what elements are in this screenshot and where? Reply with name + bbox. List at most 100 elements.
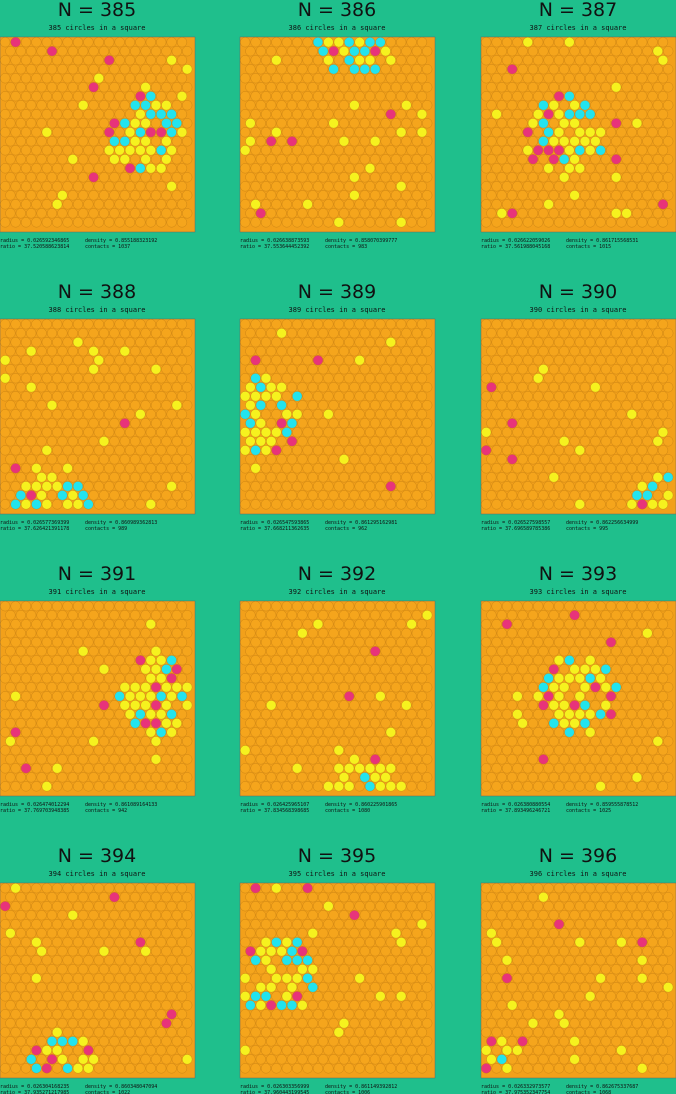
- packed-circle: [637, 991, 648, 1002]
- packed-circle: [579, 982, 591, 993]
- packed-circle: [590, 754, 601, 765]
- packed-circle: [312, 991, 324, 1002]
- packed-circle: [406, 991, 417, 1002]
- packed-circle: [240, 619, 251, 630]
- packed-circle: [569, 154, 580, 165]
- packed-circle: [46, 1054, 58, 1065]
- packed-circle: [574, 109, 585, 120]
- ratio-stat: ratio = 37.696589785386: [481, 526, 550, 532]
- packed-circle: [250, 109, 261, 120]
- packed-circle: [52, 937, 63, 948]
- packed-circle: [114, 991, 125, 1002]
- packed-circle: [385, 937, 396, 948]
- packed-circle: [657, 445, 669, 456]
- packed-circle: [98, 400, 110, 411]
- packed-circle: [626, 499, 637, 510]
- packed-circle: [631, 1054, 643, 1065]
- packed-circle: [292, 463, 303, 474]
- packed-circle: [401, 64, 412, 75]
- packed-circle: [590, 646, 601, 657]
- packed-circle: [286, 154, 298, 165]
- packed-circle: [344, 181, 355, 192]
- packed-circle: [250, 409, 261, 420]
- packed-circle: [380, 982, 391, 993]
- packed-circle: [57, 946, 68, 957]
- packed-circle: [46, 400, 58, 411]
- packed-circle: [364, 763, 376, 774]
- packed-circle: [349, 646, 360, 657]
- packed-circle: [543, 319, 554, 330]
- packed-circle: [481, 499, 492, 510]
- packed-circle: [486, 364, 497, 375]
- packed-circle: [135, 655, 146, 666]
- packed-circle: [496, 892, 507, 903]
- packed-circle: [553, 337, 565, 348]
- packed-circle: [621, 382, 632, 393]
- packed-circle: [171, 1000, 182, 1011]
- packed-circle: [333, 973, 344, 984]
- packed-circle: [385, 145, 396, 156]
- packed-circle: [104, 901, 115, 912]
- packed-circle: [130, 646, 141, 657]
- packed-circle: [72, 319, 84, 330]
- packed-circle: [83, 355, 94, 366]
- packed-circle: [250, 901, 261, 912]
- packed-circle: [553, 709, 565, 720]
- packed-circle: [590, 190, 601, 201]
- packed-circle: [328, 736, 339, 747]
- packed-circle: [621, 136, 632, 147]
- packed-circle: [20, 391, 32, 402]
- packed-circle: [10, 55, 21, 66]
- packed-circle: [307, 664, 318, 675]
- packed-circle: [140, 682, 151, 693]
- packed-circle: [364, 709, 376, 720]
- packed-circle: [481, 181, 492, 192]
- packed-circle: [637, 673, 648, 684]
- packed-circle: [548, 328, 559, 339]
- packed-circle: [390, 346, 402, 357]
- packed-circle: [657, 373, 669, 384]
- packed-circle: [5, 136, 16, 147]
- packed-circle: [52, 427, 63, 438]
- packed-circle: [255, 892, 266, 903]
- packed-circle: [621, 190, 632, 201]
- packed-circle: [422, 190, 433, 201]
- packed-circle: [416, 673, 428, 684]
- packed-circle: [390, 490, 402, 501]
- packed-circle: [333, 883, 344, 894]
- packed-circle: [585, 109, 596, 120]
- packed-circle: [533, 673, 544, 684]
- packed-circle: [406, 181, 417, 192]
- packed-circle: [140, 1036, 151, 1047]
- packed-circle: [354, 1063, 365, 1074]
- packed-circle: [67, 1054, 78, 1065]
- packed-circle: [276, 136, 287, 147]
- packed-circle: [364, 499, 376, 510]
- packed-circle: [359, 364, 370, 375]
- packed-circle: [312, 937, 324, 948]
- packed-circle: [135, 763, 146, 774]
- packed-circle: [145, 1009, 156, 1020]
- packed-circle: [559, 64, 570, 75]
- packed-circle: [595, 745, 606, 756]
- packed-circle: [333, 919, 344, 930]
- packed-circle: [78, 136, 89, 147]
- packed-circle: [176, 409, 188, 420]
- packed-circle: [41, 409, 52, 420]
- packed-circle: [663, 982, 674, 993]
- packed-circle: [621, 1036, 632, 1047]
- packed-circle: [292, 1009, 303, 1020]
- packed-circle: [663, 364, 674, 375]
- packed-circle: [364, 127, 376, 138]
- packed-circle: [176, 727, 188, 738]
- packed-circle: [333, 901, 344, 912]
- packed-circle: [585, 445, 596, 456]
- packed-circle: [406, 1045, 417, 1056]
- packed-circle: [78, 382, 89, 393]
- packed-circle: [67, 382, 78, 393]
- packed-circle: [72, 181, 84, 192]
- packed-circle: [20, 619, 32, 630]
- packed-circle: [156, 973, 167, 984]
- packed-circle: [88, 910, 99, 921]
- packed-circle: [626, 781, 637, 792]
